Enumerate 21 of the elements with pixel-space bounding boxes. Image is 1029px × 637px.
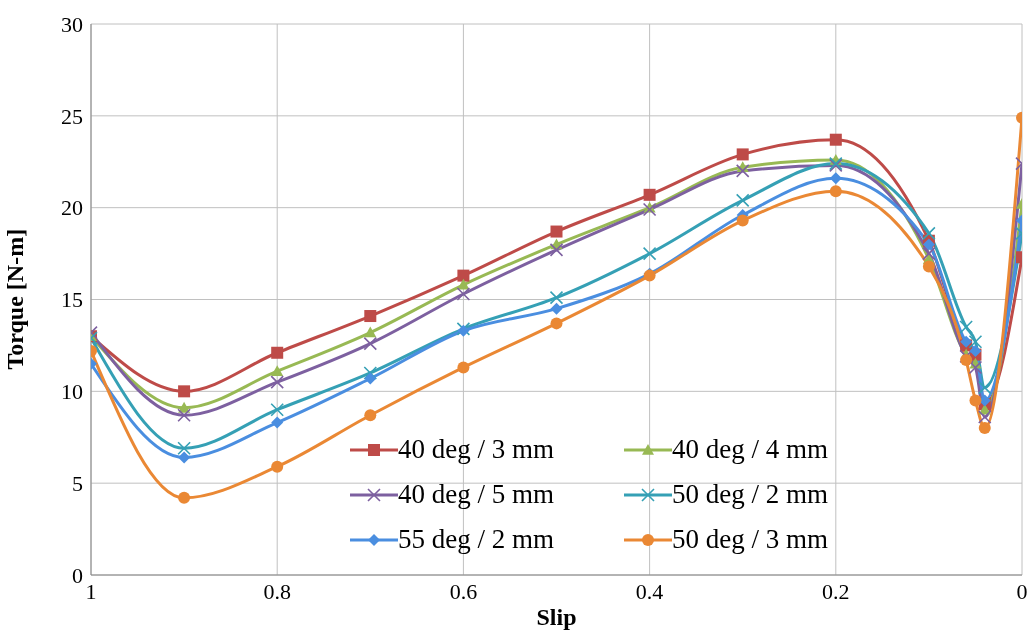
legend-label: 50 deg / 2 mm [672,479,828,510]
y-tick-label: 30 [61,11,83,37]
y-tick-label: 0 [72,562,83,588]
y-tick-label: 15 [61,287,83,313]
x-axis-title: Slip [536,604,577,630]
legend-label: 50 deg / 3 mm [672,524,828,555]
y-tick-label: 5 [72,470,83,496]
y-tick-label: 25 [61,103,83,129]
x-tick-label: 0.6 [449,578,478,604]
x-tick-label: 0.4 [635,578,664,604]
legend-label: 55 deg / 2 mm [398,524,554,555]
legend-label: 40 deg / 5 mm [398,479,554,510]
y-axis-title: Torque [N-m] [1,228,28,370]
legend-label: 40 deg / 3 mm [398,434,554,465]
legend-label: 40 deg / 4 mm [672,434,828,465]
x-tick-label: 0.2 [822,578,850,604]
x-tick-label: 1 [85,578,97,604]
y-tick-label: 20 [61,195,83,221]
x-tick-label: 0.8 [263,578,291,604]
x-tick-label: 0 [1016,578,1028,604]
y-tick-label: 10 [61,379,83,405]
